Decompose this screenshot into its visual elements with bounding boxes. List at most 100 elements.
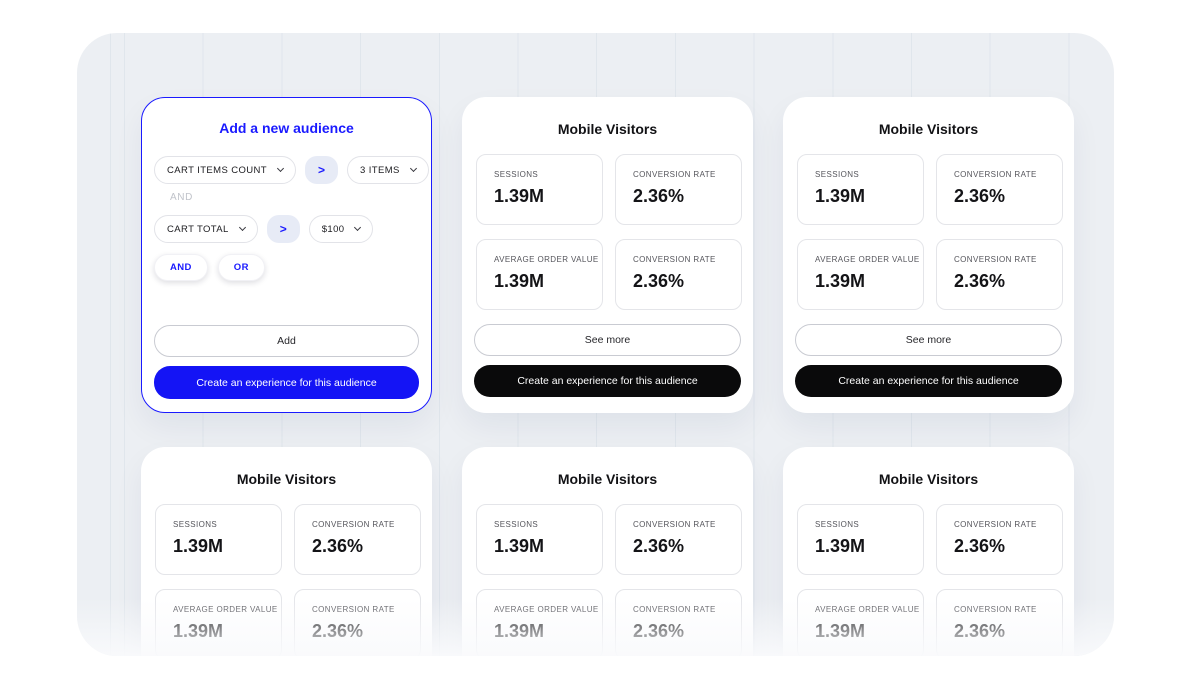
- audience-card-title: Mobile Visitors: [557, 121, 658, 137]
- stat-label: CONVERSION RATE: [954, 255, 1037, 264]
- stats-grid: SESSIONS 1.39M CONVERSION RATE 2.36% AVE…: [476, 154, 742, 310]
- stat-tile: SESSIONS 1.39M: [476, 154, 603, 225]
- field-select-label: CART TOTAL: [167, 223, 229, 235]
- condition-row: CART TOTAL > $100: [154, 215, 374, 243]
- chevron-down-icon: [238, 223, 246, 232]
- value-select[interactable]: 3 ITEMS: [347, 156, 429, 184]
- stat-label: SESSIONS: [815, 170, 860, 179]
- create-experience-button[interactable]: Create an experience for this audience: [795, 365, 1062, 397]
- add-audience-button[interactable]: Add: [154, 325, 419, 357]
- audience-card-title: Mobile Visitors: [236, 471, 337, 487]
- stat-label: CONVERSION RATE: [633, 605, 716, 614]
- operator-chip[interactable]: >: [305, 156, 338, 184]
- stat-value: 1.39M: [815, 536, 866, 556]
- stat-tile: CONVERSION RATE 2.36%: [294, 589, 421, 656]
- stat-value: 2.36%: [633, 621, 685, 641]
- create-experience-button[interactable]: Create an experience for this audience: [474, 365, 741, 397]
- stat-label: CONVERSION RATE: [954, 170, 1037, 179]
- builder-card-title: Add a new audience: [219, 120, 354, 136]
- stat-value: 2.36%: [954, 186, 1006, 206]
- value-select-label: 3 ITEMS: [360, 164, 400, 176]
- stat-label: AVERAGE ORDER VALUE: [494, 255, 599, 264]
- field-select[interactable]: CART TOTAL: [154, 215, 258, 243]
- see-more-button[interactable]: See more: [795, 324, 1062, 356]
- stats-grid: SESSIONS 1.39M CONVERSION RATE 2.36% AVE…: [155, 504, 421, 656]
- field-select-label: CART ITEMS COUNT: [167, 164, 267, 176]
- audiences-canvas: Add a new audience CART ITEMS COUNT > 3 …: [77, 33, 1114, 656]
- stat-value: 2.36%: [312, 621, 364, 641]
- stat-label: CONVERSION RATE: [312, 605, 395, 614]
- stat-tile: AVERAGE ORDER VALUE 1.39M: [797, 589, 924, 656]
- stat-value: 1.39M: [494, 186, 545, 206]
- audience-card: Mobile Visitors SESSIONS 1.39M CONVERSIO…: [462, 447, 753, 656]
- stat-value: 2.36%: [954, 621, 1006, 641]
- condition-row: CART ITEMS COUNT > 3 ITEMS: [154, 156, 429, 184]
- stat-tile: CONVERSION RATE 2.36%: [936, 154, 1063, 225]
- stat-label: CONVERSION RATE: [954, 605, 1037, 614]
- or-button[interactable]: OR: [217, 254, 265, 281]
- greater-than-icon: >: [279, 222, 287, 236]
- stat-tile: SESSIONS 1.39M: [797, 504, 924, 575]
- audience-card-title: Mobile Visitors: [878, 471, 979, 487]
- stats-grid: SESSIONS 1.39M CONVERSION RATE 2.36% AVE…: [476, 504, 742, 656]
- audience-card: Mobile Visitors SESSIONS 1.39M CONVERSIO…: [783, 447, 1074, 656]
- stat-value: 1.39M: [815, 186, 866, 206]
- stat-value: 1.39M: [494, 621, 545, 641]
- chevron-down-icon: [354, 223, 362, 232]
- stats-grid: SESSIONS 1.39M CONVERSION RATE 2.36% AVE…: [797, 154, 1063, 310]
- stat-label: SESSIONS: [173, 520, 218, 529]
- and-connector-label: AND: [170, 192, 193, 203]
- stat-value: 1.39M: [815, 271, 866, 291]
- see-more-button[interactable]: See more: [474, 324, 741, 356]
- audience-card-title: Mobile Visitors: [878, 121, 979, 137]
- stat-tile: AVERAGE ORDER VALUE 1.39M: [476, 589, 603, 656]
- stat-tile: SESSIONS 1.39M: [155, 504, 282, 575]
- stat-tile: AVERAGE ORDER VALUE 1.39M: [797, 239, 924, 310]
- stat-value: 1.39M: [494, 271, 545, 291]
- and-button[interactable]: AND: [154, 254, 208, 281]
- stat-label: AVERAGE ORDER VALUE: [815, 605, 920, 614]
- create-experience-button[interactable]: Create an experience for this audience: [154, 366, 419, 399]
- stat-tile: CONVERSION RATE 2.36%: [294, 504, 421, 575]
- chevron-down-icon: [276, 164, 285, 173]
- stat-label: SESSIONS: [815, 520, 860, 529]
- stat-tile: CONVERSION RATE 2.36%: [936, 589, 1063, 656]
- audience-builder-card: Add a new audience CART ITEMS COUNT > 3 …: [141, 97, 432, 413]
- stat-value: 2.36%: [633, 536, 685, 556]
- stat-value: 1.39M: [815, 621, 866, 641]
- stat-label: CONVERSION RATE: [633, 170, 716, 179]
- stat-tile: AVERAGE ORDER VALUE 1.39M: [476, 239, 603, 310]
- stat-label: AVERAGE ORDER VALUE: [173, 605, 278, 614]
- stat-label: CONVERSION RATE: [312, 520, 395, 529]
- stats-grid: SESSIONS 1.39M CONVERSION RATE 2.36% AVE…: [797, 504, 1063, 656]
- operator-chip[interactable]: >: [266, 215, 300, 243]
- stat-label: CONVERSION RATE: [954, 520, 1037, 529]
- audience-card: Mobile Visitors SESSIONS 1.39M CONVERSIO…: [462, 97, 753, 413]
- stat-label: SESSIONS: [494, 170, 539, 179]
- stat-value: 2.36%: [954, 536, 1006, 556]
- value-select[interactable]: $100: [308, 215, 374, 243]
- stat-tile: AVERAGE ORDER VALUE 1.39M: [155, 589, 282, 656]
- stat-label: CONVERSION RATE: [633, 255, 716, 264]
- stat-label: SESSIONS: [494, 520, 539, 529]
- stat-label: AVERAGE ORDER VALUE: [494, 605, 599, 614]
- stat-value: 1.39M: [494, 536, 545, 556]
- stat-value: 2.36%: [312, 536, 364, 556]
- stat-value: 1.39M: [173, 621, 224, 641]
- audience-card: Mobile Visitors SESSIONS 1.39M CONVERSIO…: [141, 447, 432, 656]
- stat-label: AVERAGE ORDER VALUE: [815, 255, 920, 264]
- logic-operator-row: AND OR: [154, 254, 265, 281]
- stat-tile: SESSIONS 1.39M: [476, 504, 603, 575]
- stat-tile: CONVERSION RATE 2.36%: [615, 154, 742, 225]
- value-select-label: $100: [321, 223, 345, 235]
- stat-value: 2.36%: [954, 271, 1006, 291]
- field-select[interactable]: CART ITEMS COUNT: [154, 156, 296, 184]
- stat-tile: CONVERSION RATE 2.36%: [615, 239, 742, 310]
- stat-value: 2.36%: [633, 186, 685, 206]
- chevron-down-icon: [409, 164, 417, 173]
- audience-card-title: Mobile Visitors: [557, 471, 658, 487]
- stat-tile: CONVERSION RATE 2.36%: [936, 239, 1063, 310]
- stat-tile: CONVERSION RATE 2.36%: [936, 504, 1063, 575]
- stat-label: CONVERSION RATE: [633, 520, 716, 529]
- stat-tile: CONVERSION RATE 2.36%: [615, 504, 742, 575]
